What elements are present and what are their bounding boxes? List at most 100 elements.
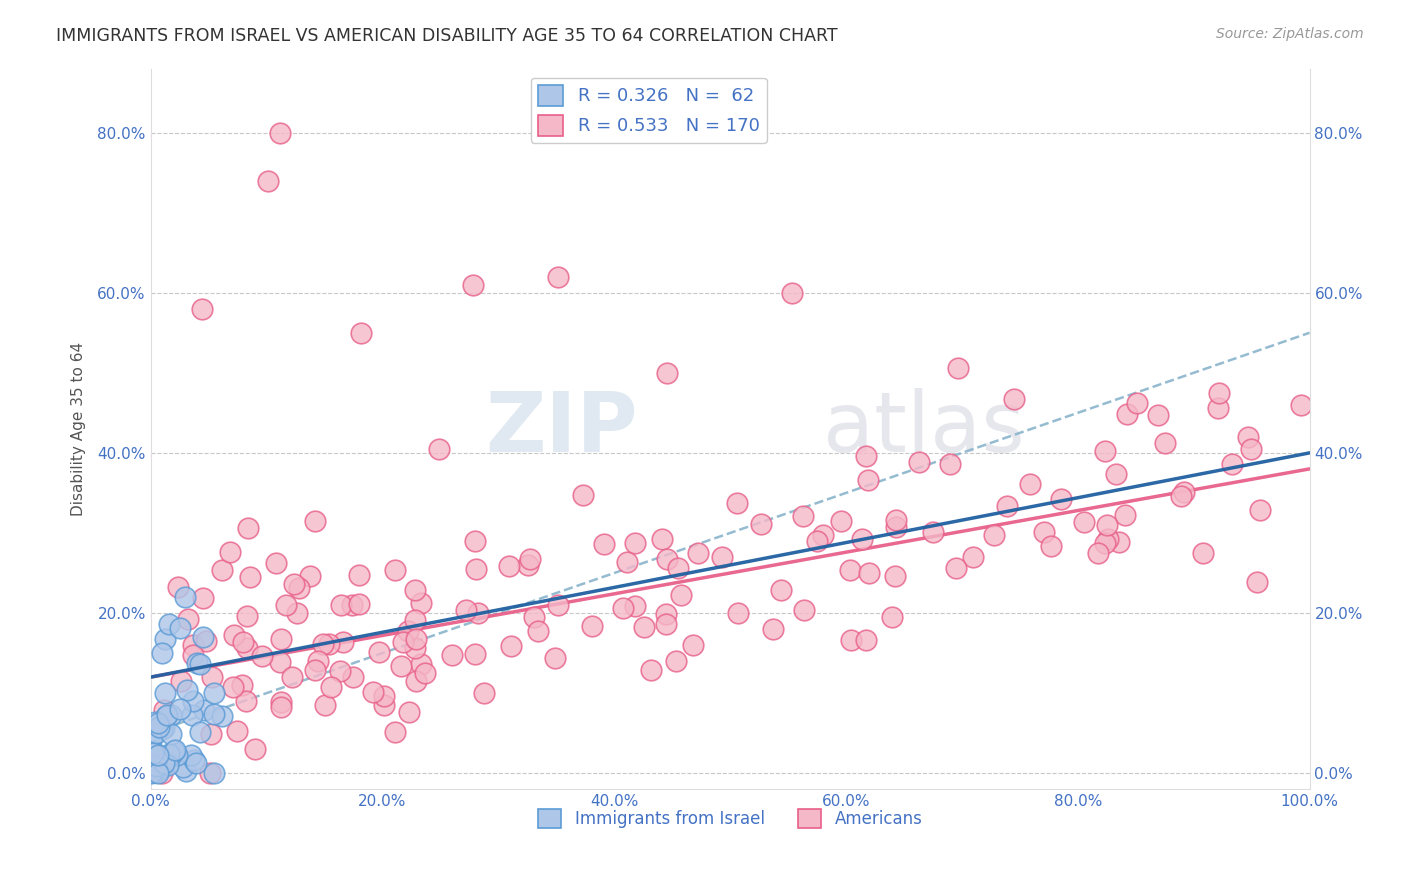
Point <box>141 746 163 760</box>
Point <box>1249 503 1271 517</box>
Point <box>1095 517 1118 532</box>
Point <box>157 747 180 761</box>
Point <box>150 766 173 780</box>
Point <box>146 766 169 780</box>
Point <box>153 632 176 646</box>
Point <box>1108 535 1130 549</box>
Point <box>1049 492 1071 507</box>
Point <box>440 648 463 662</box>
Point <box>211 564 233 578</box>
Point <box>188 725 211 739</box>
Point <box>153 686 176 700</box>
Point <box>405 632 427 647</box>
Point <box>921 525 943 540</box>
Point <box>392 634 415 648</box>
Point <box>464 648 486 662</box>
Point <box>231 678 253 692</box>
Point <box>329 599 352 613</box>
Point <box>1032 524 1054 539</box>
Point <box>236 609 259 624</box>
Point <box>841 633 863 648</box>
Point <box>762 623 785 637</box>
Point <box>307 654 329 668</box>
Point <box>464 533 486 548</box>
Point <box>318 638 340 652</box>
Point <box>1246 574 1268 589</box>
Point <box>640 664 662 678</box>
Point <box>405 673 427 688</box>
Point <box>145 714 167 729</box>
Point <box>361 685 384 699</box>
Point <box>624 536 647 550</box>
Point <box>311 637 333 651</box>
Point <box>856 474 879 488</box>
Point <box>1073 515 1095 529</box>
Point <box>391 659 413 673</box>
Point <box>181 694 204 708</box>
Point <box>166 580 188 594</box>
Point <box>498 559 520 574</box>
Point <box>149 753 172 767</box>
Point <box>285 606 308 620</box>
Point <box>188 657 211 672</box>
Point <box>682 638 704 652</box>
Point <box>404 583 426 598</box>
Point <box>711 549 734 564</box>
Point <box>1240 442 1263 456</box>
Point <box>855 633 877 648</box>
Point <box>851 532 873 546</box>
Point <box>572 488 595 502</box>
Point <box>547 599 569 613</box>
Point <box>153 704 176 718</box>
Point <box>174 590 197 604</box>
Point <box>204 766 226 780</box>
Point <box>169 702 191 716</box>
Point <box>1173 485 1195 500</box>
Point <box>472 686 495 700</box>
Point <box>148 747 170 762</box>
Point <box>1206 401 1229 415</box>
Point <box>838 563 860 577</box>
Point <box>191 591 214 605</box>
Point <box>855 449 877 463</box>
Point <box>145 758 167 772</box>
Point <box>150 749 173 764</box>
Point <box>287 582 309 596</box>
Point <box>256 173 278 187</box>
Point <box>152 721 174 735</box>
Point <box>793 602 815 616</box>
Text: ZIP: ZIP <box>485 388 637 469</box>
Point <box>342 670 364 684</box>
Point <box>1289 398 1312 412</box>
Point <box>146 715 169 730</box>
Point <box>204 686 226 700</box>
Point <box>211 709 233 723</box>
Point <box>191 630 214 644</box>
Point <box>456 603 478 617</box>
Point <box>236 521 259 535</box>
Point <box>139 765 162 780</box>
Point <box>368 645 391 659</box>
Legend: Immigrants from Israel, Americans: Immigrants from Israel, Americans <box>531 803 929 835</box>
Point <box>143 754 166 768</box>
Point <box>655 607 678 622</box>
Point <box>283 577 305 591</box>
Point <box>139 755 162 769</box>
Point <box>938 457 960 471</box>
Point <box>404 641 426 656</box>
Point <box>269 126 291 140</box>
Point <box>347 568 370 582</box>
Point <box>463 277 485 292</box>
Point <box>314 698 336 712</box>
Point <box>1115 408 1137 422</box>
Point <box>467 606 489 620</box>
Point <box>148 755 170 769</box>
Point <box>155 709 177 723</box>
Point <box>142 752 165 766</box>
Point <box>349 598 371 612</box>
Point <box>1170 489 1192 503</box>
Point <box>830 514 852 528</box>
Point <box>612 601 634 615</box>
Point <box>1126 396 1149 410</box>
Point <box>200 727 222 741</box>
